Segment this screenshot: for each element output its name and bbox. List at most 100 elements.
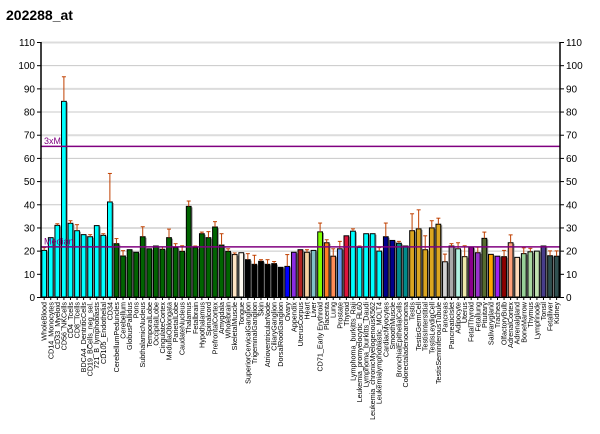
x-tick-label: CD33_Myeloid <box>53 302 62 349</box>
bar <box>244 259 251 298</box>
bar <box>323 242 330 298</box>
x-tick-label: TestisInterstitial <box>421 302 430 352</box>
bar <box>87 236 94 298</box>
bar <box>258 260 264 298</box>
y-tick-label-left: 90 <box>24 84 36 95</box>
bar <box>126 249 133 298</box>
x-tick-label: SmoothMuscle <box>388 302 397 350</box>
bar <box>409 230 415 298</box>
bar <box>284 265 291 298</box>
x-tick-label: OlfactoryBulb <box>500 302 509 345</box>
y-tick-label-right: 100 <box>566 61 583 72</box>
bar <box>330 255 337 298</box>
x-tick-label: Appendix <box>289 302 298 332</box>
x-tick-label: CD8_Tcells <box>73 302 82 339</box>
y-tick-label-left: 60 <box>24 154 36 165</box>
x-tick-label: Testis <box>408 302 417 321</box>
bar <box>238 252 245 298</box>
x-tick-label: Colorectaladenocarcinoma <box>401 302 410 388</box>
x-tick-label: Fetalbrain <box>191 302 200 334</box>
x-tick-label: ParietalLobe <box>171 302 180 342</box>
bar <box>350 230 356 298</box>
bar <box>113 243 120 298</box>
reference-line-label: 3xM <box>44 136 61 146</box>
x-tick-label: MedullaOblongata <box>165 302 174 360</box>
x-tick-label: CerebellumPeduncles <box>112 302 121 373</box>
x-tick-label: SubthalamicNucleus <box>138 302 147 368</box>
x-tick-label: TestisSeminiferousTubule <box>434 302 443 384</box>
bar <box>396 242 402 298</box>
x-tick-label: SuperiorCervicalGanglion <box>243 302 252 384</box>
bar <box>455 248 461 298</box>
y-tick-label-right: 10 <box>566 270 578 281</box>
bar <box>146 248 153 298</box>
bar <box>304 251 310 298</box>
bar <box>547 255 553 298</box>
bar <box>488 253 494 298</box>
bar <box>185 205 192 298</box>
x-tick-label: PrefrontalCortex <box>210 302 219 355</box>
bar <box>198 233 205 298</box>
x-tick-label: Prostate <box>335 302 344 329</box>
x-tick-label: Pituitary <box>480 302 489 328</box>
y-tick-label-left: 70 <box>24 131 36 142</box>
x-tick-label: CD4_Tcells <box>66 302 75 339</box>
y-tick-label-left: 10 <box>24 270 36 281</box>
x-tick-label: Kidney <box>552 302 561 324</box>
x-tick-label: CardiacMyocytes <box>381 302 390 358</box>
x-tick-label: Tonsil <box>539 302 548 321</box>
bar <box>271 263 278 298</box>
x-tick-label: CD34 <box>105 302 114 320</box>
x-tick-label: Uterus <box>460 302 469 324</box>
x-tick-label: TestisGermCell <box>414 302 423 351</box>
x-tick-label: CD105_Endothelial <box>99 302 108 364</box>
bar <box>363 233 369 298</box>
bar <box>218 244 225 298</box>
reference-line-label: Median <box>44 236 74 246</box>
bar <box>448 245 455 298</box>
y-tick-label-right: 80 <box>566 108 578 119</box>
bar <box>212 226 218 298</box>
x-tick-label: DorsalRootGanglion <box>276 302 285 367</box>
x-tick-label: CaudateNucleus <box>178 302 187 356</box>
x-tick-label: Lymphoma_burkitts_Daudi <box>362 302 371 388</box>
bar <box>369 233 376 298</box>
x-tick-label: Lymphoma_burkitts_Raji <box>348 302 357 381</box>
bar <box>534 250 540 298</box>
x-tick-label: Lung <box>329 302 338 318</box>
x-tick-label: Amygdala <box>217 302 226 334</box>
bar <box>317 231 323 298</box>
y-tick-label-right: 70 <box>566 131 578 142</box>
bar <box>290 251 297 298</box>
y-tick-label-right: 50 <box>566 177 578 188</box>
bar <box>402 245 409 298</box>
bar <box>106 201 113 298</box>
bar <box>225 250 232 298</box>
x-tick-label: CD19_BCells_neg_sel. <box>86 302 95 376</box>
y-tick-label-right: 110 <box>566 38 582 49</box>
x-tick-label: Lymphnode <box>532 302 541 339</box>
bar <box>61 100 67 298</box>
x-tick-label: Thalamus <box>184 302 193 334</box>
bar <box>507 242 514 298</box>
bar <box>527 251 534 298</box>
x-tick-label: AdrenalCortex <box>506 302 515 348</box>
y-tick-label-right: 60 <box>566 154 578 165</box>
y-tick-label-left: 110 <box>19 38 35 49</box>
x-tick-label: Spinalcord <box>204 302 213 336</box>
bar <box>74 230 80 298</box>
bar <box>376 250 383 298</box>
bar <box>468 246 475 298</box>
x-tick-label: Adipocyte <box>454 302 463 334</box>
x-tick-label: Fetalliver <box>546 301 555 331</box>
bar <box>389 239 396 298</box>
x-tick-label: CD14_Monocytes <box>46 302 55 360</box>
y-tick-label-left: 40 <box>24 200 36 211</box>
bar <box>310 249 317 298</box>
bar <box>428 227 435 298</box>
x-tick-label: BDCA4_DentriticCells <box>79 302 88 373</box>
x-tick-label: Thyroid <box>342 302 351 326</box>
y-tick-label-left: 20 <box>24 247 36 258</box>
bar <box>336 248 343 298</box>
